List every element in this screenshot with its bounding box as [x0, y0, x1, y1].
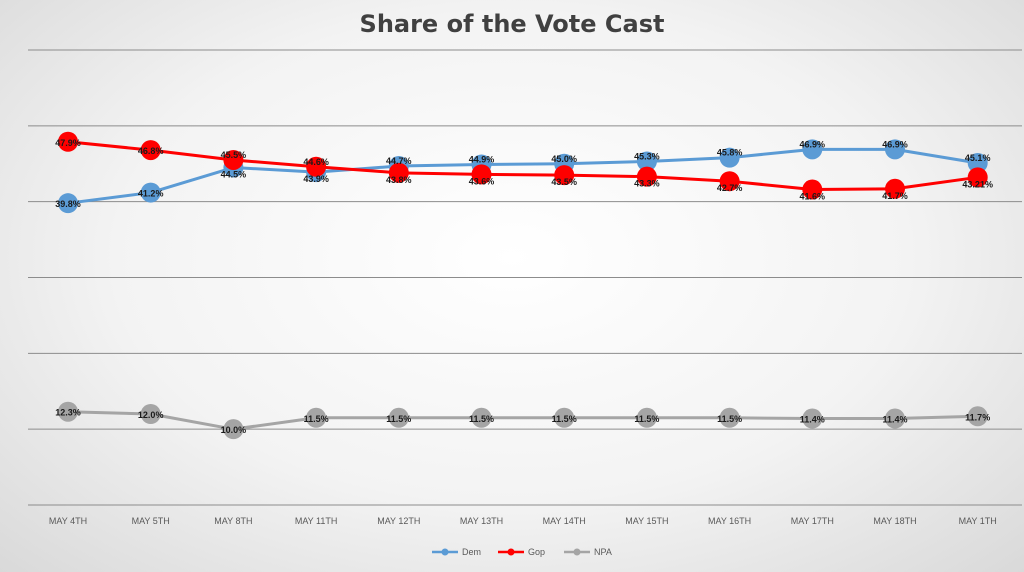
- data-point-npa: [140, 404, 161, 424]
- data-point-npa: [471, 407, 492, 428]
- data-point-gop: [58, 131, 78, 152]
- series-markers: [58, 131, 988, 440]
- legend-marker-npa: [573, 548, 581, 556]
- x-tick-label: MAY 14TH: [543, 516, 586, 526]
- data-point-dem: [140, 182, 161, 203]
- data-point-dem: [58, 193, 78, 214]
- data-label-dem: 44.5%: [221, 170, 247, 180]
- data-point-gop: [388, 162, 409, 183]
- legend-marker-gop: [507, 548, 515, 556]
- data-label-dem: 41.2%: [138, 189, 164, 199]
- data-point-gop: [719, 171, 740, 192]
- data-label-dem: 45.3%: [634, 151, 660, 161]
- data-label-gop: 43.3%: [634, 179, 660, 189]
- data-label-dem: 45.0%: [551, 154, 577, 164]
- data-point-gop: [885, 178, 905, 199]
- data-point-dem: [885, 139, 905, 160]
- data-label-gop: 47.9%: [55, 138, 81, 148]
- data-label-gop: 43.6%: [469, 176, 495, 186]
- data-point-npa: [388, 407, 409, 428]
- data-label-gop: 46.8%: [138, 146, 164, 156]
- data-point-npa: [554, 407, 575, 428]
- data-point-gop: [306, 156, 327, 177]
- x-tick-label: MAY 1TH: [959, 516, 997, 526]
- data-label-npa: 12.3%: [55, 408, 81, 418]
- x-tick-label: MAY 17TH: [791, 516, 834, 526]
- x-tick-label: MAY 12TH: [377, 516, 420, 526]
- data-label-dem: 39.8%: [55, 199, 81, 209]
- data-point-gop: [223, 149, 244, 170]
- data-point-dem: [967, 152, 988, 173]
- legend: Dem Gop NPA: [432, 547, 612, 557]
- data-point-npa: [802, 408, 823, 429]
- data-label-npa: 11.4%: [882, 415, 907, 425]
- data-point-gop: [967, 167, 988, 188]
- legend-label-gop: Gop: [528, 547, 545, 557]
- data-point-gop: [802, 179, 823, 200]
- gridlines: [28, 49, 1022, 506]
- data-label-npa: 11.5%: [304, 414, 329, 424]
- data-label-dem: 46.9%: [800, 139, 826, 149]
- data-point-npa: [58, 401, 78, 422]
- data-point-gop: [471, 164, 492, 185]
- data-point-npa: [223, 419, 244, 440]
- data-point-npa: [306, 407, 327, 428]
- data-point-dem: [802, 139, 823, 160]
- data-label-dem: 45.1%: [965, 153, 991, 163]
- data-label-dem: 46.9%: [882, 139, 908, 149]
- data-label-gop: 41.7%: [882, 191, 908, 201]
- x-tick-label: MAY 4TH: [49, 516, 87, 526]
- data-label-gop: 45.5%: [221, 150, 247, 160]
- x-tick-label: MAY 16TH: [708, 516, 751, 526]
- legend-label-dem: Dem: [462, 547, 481, 557]
- legend-marker-dem: [441, 548, 449, 556]
- data-label-gop: 43.5%: [551, 177, 577, 187]
- x-tick-label: MAY 13TH: [460, 516, 503, 526]
- data-label-npa: 11.5%: [634, 414, 659, 424]
- data-label-dem: 43.9%: [303, 174, 329, 184]
- data-point-npa: [719, 407, 740, 428]
- series-line-npa: [67, 410, 978, 431]
- data-label-gop: 41.6%: [800, 192, 826, 202]
- data-label-dem: 44.9%: [469, 155, 495, 165]
- data-point-npa: [967, 406, 988, 427]
- data-point-npa: [636, 407, 657, 428]
- data-label-gop: 42.7%: [717, 183, 743, 193]
- data-point-gop: [140, 140, 161, 161]
- data-point-npa: [885, 408, 905, 429]
- data-label-npa: 11.5%: [469, 414, 494, 424]
- data-point-dem: [719, 147, 740, 168]
- data-label-dem: 45.8%: [717, 148, 743, 158]
- series-line-gop: [67, 140, 978, 192]
- chart-title: Share of the Vote Cast: [359, 10, 665, 38]
- legend-label-npa: NPA: [594, 547, 612, 557]
- x-tick-label: MAY 8TH: [214, 516, 252, 526]
- data-label-npa: 11.5%: [552, 414, 577, 424]
- data-label-dem: 44.7%: [386, 156, 412, 166]
- data-label-npa: 11.4%: [800, 415, 825, 425]
- data-label-gop: 43.8%: [386, 175, 412, 185]
- data-labels: 39.8% 41.2% 44.5% 43.9% 44.7% 44.9% 45.0% 45.3%…: [55, 138, 993, 435]
- data-label-gop: 43.21%: [962, 179, 993, 189]
- x-tick-label: MAY 15TH: [625, 516, 668, 526]
- x-axis-ticks: MAY 4TH MAY 5TH MAY 8TH MAY 11TH MAY 12TH MAY…: [49, 516, 997, 526]
- data-label-npa: 11.7%: [965, 412, 990, 422]
- data-label-npa: 12.0%: [138, 410, 164, 420]
- data-label-npa: 10.0%: [221, 425, 247, 435]
- data-point-gop: [636, 166, 657, 187]
- data-label-npa: 11.5%: [717, 414, 742, 424]
- x-tick-label: MAY 5TH: [132, 516, 170, 526]
- data-label-npa: 11.5%: [386, 414, 411, 424]
- data-point-gop: [554, 165, 575, 186]
- data-point-dem: [636, 151, 657, 172]
- data-label-gop: 44.6%: [303, 157, 329, 167]
- series-lines: [67, 140, 978, 431]
- x-tick-label: MAY 18TH: [873, 516, 916, 526]
- x-tick-label: MAY 11TH: [295, 516, 338, 526]
- series-line-dem: [67, 147, 978, 205]
